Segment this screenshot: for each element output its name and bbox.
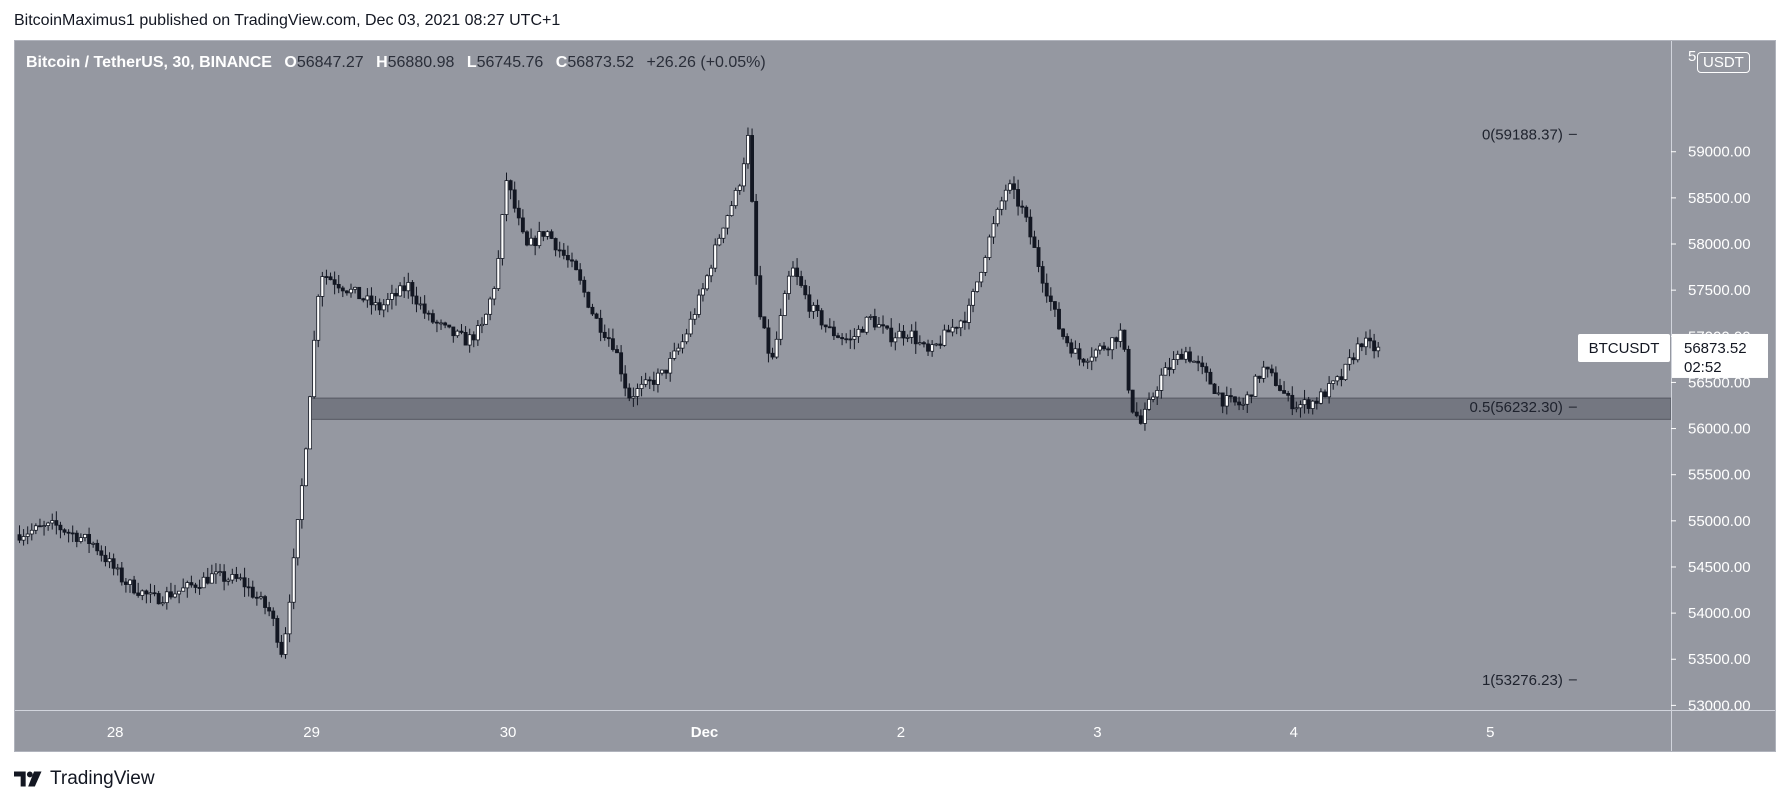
close-label: C bbox=[555, 54, 568, 71]
chart-legend: Bitcoin / TetherUS, 30, BINANCE O56847.2… bbox=[26, 54, 766, 72]
price-axis-divider bbox=[1671, 41, 1672, 751]
low-label: L bbox=[466, 54, 477, 71]
chart-plot-area[interactable] bbox=[15, 41, 1671, 710]
time-axis[interactable] bbox=[15, 711, 1671, 751]
publish-line: BitcoinMaximus1 published on TradingView… bbox=[14, 12, 561, 29]
axis-corner bbox=[1672, 711, 1775, 751]
watermark-text: TradingView bbox=[50, 768, 155, 789]
price-axis[interactable] bbox=[1672, 41, 1775, 710]
high-value: 56880.98 bbox=[387, 54, 455, 71]
change-value: +26.26 (+0.05%) bbox=[646, 54, 766, 71]
low-value: 56745.76 bbox=[476, 54, 544, 71]
high-label: H bbox=[376, 54, 388, 71]
tradingview-watermark[interactable]: TradingView bbox=[14, 768, 155, 790]
open-value: 56847.27 bbox=[296, 54, 364, 71]
time-axis-divider bbox=[15, 710, 1775, 711]
currency-button[interactable]: USDT bbox=[1697, 52, 1750, 73]
symbol-title: Bitcoin / TetherUS, 30, BINANCE bbox=[26, 54, 272, 71]
tradingview-logo-icon bbox=[14, 771, 42, 787]
open-label: O bbox=[284, 54, 297, 71]
close-value: 56873.52 bbox=[567, 54, 635, 71]
